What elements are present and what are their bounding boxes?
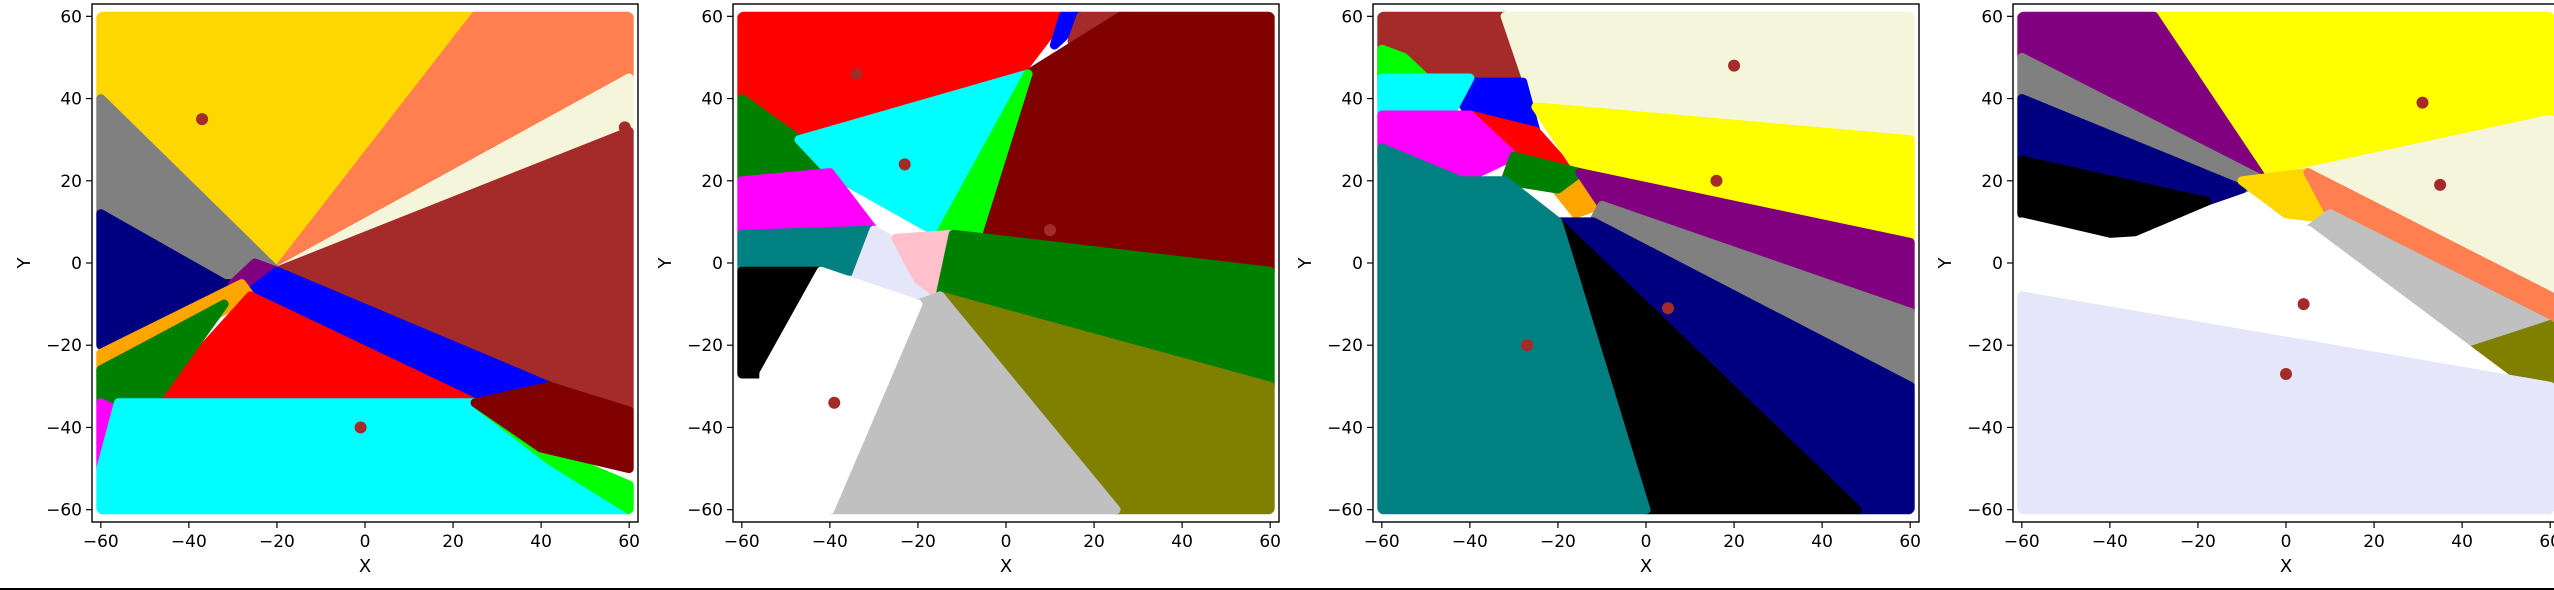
y-tick-label: −40 [1967,418,2003,438]
x-tick-label: 20 [442,532,464,552]
x-tick-label: 0 [1001,532,1012,552]
y-tick-label: 0 [71,254,82,274]
y-tick-label: 20 [1981,172,2003,192]
y-tick-label: −20 [1327,336,1363,356]
panels-group: −60 −40 −20 0 20 40 60 −60 −40 −20 0 20 40 60 X Y −60 −40… [14,3,2554,577]
x-tick-label: 60 [1259,532,1281,552]
x-tick-label: 40 [1171,532,1193,552]
y-tick-label: 40 [1341,90,1363,110]
x-tick-label: −40 [171,532,207,552]
y-tick-label: −60 [46,501,82,521]
y-tick-label: −60 [1967,501,2003,521]
cluster-center-point-2 [2434,178,2447,191]
y-tick-label: 20 [1341,172,1363,192]
chart-panel-1: −60 −40 −20 0 20 40 60 −60 −40 −20 0 20 40 60 X Y [14,3,640,577]
cluster-center-point-3 [2297,298,2310,311]
y-tick-label: −60 [1327,501,1363,521]
y-tick-label: 40 [701,90,723,110]
y-axis-label: Y [1295,257,1316,270]
x-tick-label: 60 [1899,532,1921,552]
y-tick-label: 60 [1981,7,2003,27]
y-tick-label: −20 [1967,336,2003,356]
y-tick-label: 20 [701,172,723,192]
x-tick-label: 0 [360,532,371,552]
x-tick-label: 20 [2363,532,2385,552]
cluster-center-point-4 [2280,368,2292,380]
x-tick-label: −20 [259,532,295,552]
cluster-center-point-2 [1044,224,1057,237]
x-axis-label: X [1000,556,1012,577]
y-tick-label: −60 [687,501,723,521]
cluster-center-point-3 [618,121,631,134]
cluster-center-point-4 [850,67,863,80]
y-axis-label: Y [655,257,676,270]
x-tick-label: −40 [812,532,848,552]
cluster-region-10 [1500,151,1585,194]
cluster-center-point-2 [1710,174,1723,187]
cluster-center-point-2 [354,421,367,434]
y-tick-label: 60 [1341,7,1363,27]
cluster-center-point-1 [196,113,209,126]
x-axis-label: X [359,556,371,577]
x-tick-label: 20 [1723,532,1745,552]
y-tick-label: 60 [701,7,723,27]
x-tick-label: 20 [1083,532,1105,552]
cluster-center-point-1 [1728,59,1741,72]
plot-area [1376,11,1916,515]
y-tick-label: 40 [60,90,82,110]
x-tick-label: −20 [1540,532,1576,552]
y-tick-label: −20 [687,336,723,356]
y-tick-label: 0 [1352,254,1363,274]
x-tick-label: 40 [1811,532,1833,552]
x-tick-label: 60 [2539,532,2554,552]
cluster-center-point-3 [828,396,841,409]
y-tick-label: 0 [712,254,723,274]
x-tick-label: 0 [1641,532,1652,552]
y-tick-label: 60 [60,7,82,27]
x-tick-label: −60 [2004,532,2040,552]
x-tick-label: −40 [2092,532,2128,552]
x-tick-label: 40 [2451,532,2473,552]
x-tick-label: 40 [530,532,552,552]
y-tick-label: 20 [60,172,82,192]
y-tick-label: 40 [1981,90,2003,110]
x-tick-label: −60 [1364,532,1400,552]
cluster-center-point-1 [2416,96,2429,109]
x-tick-label: −60 [83,532,119,552]
cluster-region-16 [759,266,923,515]
cluster-center-point-3 [1662,302,1675,315]
chart-panel-3: −60 −40 −20 0 20 40 60 −60 −40 −20 0 20 40 60 X Y [1295,3,1921,577]
y-axis-label: Y [1935,257,1956,270]
chart-panel-2: −60 −40 −20 0 20 40 60 −60 −40 −20 0 20 40 60 X Y [655,3,1281,577]
x-tick-label: −20 [900,532,936,552]
cluster-region-13 [2017,291,2554,515]
cluster-region-15 [1377,143,1651,515]
chart-panel-4: −60 −40 −20 0 20 40 60 −60 −40 −20 0 20 40 60 X Y [1935,3,2554,577]
plot-area [736,11,1276,515]
y-tick-label: −20 [46,336,82,356]
x-tick-label: 0 [2281,532,2292,552]
y-tick-label: −40 [687,418,723,438]
x-axis-label: X [2280,556,2292,577]
y-axis-label: Y [14,257,35,270]
y-tick-label: 0 [1992,254,2003,274]
x-tick-label: −60 [724,532,760,552]
x-tick-label: −20 [2180,532,2216,552]
x-tick-label: −40 [1452,532,1488,552]
cluster-region-15 [470,381,634,474]
plot-area [95,11,635,515]
plot-area [2016,11,2554,515]
cluster-center-point-1 [898,158,911,171]
cluster-center-point-4 [1521,339,1534,352]
y-tick-label: −40 [1327,418,1363,438]
y-tick-label: −40 [46,418,82,438]
x-tick-label: 60 [618,532,640,552]
x-axis-label: X [1640,556,1652,577]
